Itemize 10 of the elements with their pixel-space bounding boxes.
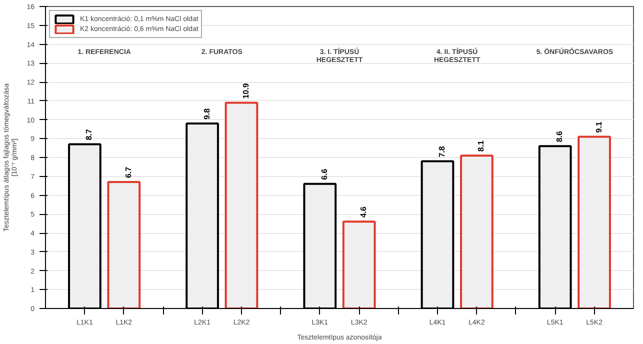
data-label: 8.1	[476, 140, 486, 152]
data-label: 8.6	[555, 130, 564, 142]
data-label: 7.8	[438, 146, 446, 158]
data-label: 6.6	[320, 168, 329, 180]
data-label: 6.7	[124, 166, 133, 178]
data-label: 4.6	[359, 206, 368, 218]
data-label: 9.8	[202, 108, 212, 120]
data-label: 10.9	[242, 82, 250, 99]
data-label: 9.1	[594, 121, 604, 133]
data-label: 8.7	[84, 128, 94, 140]
